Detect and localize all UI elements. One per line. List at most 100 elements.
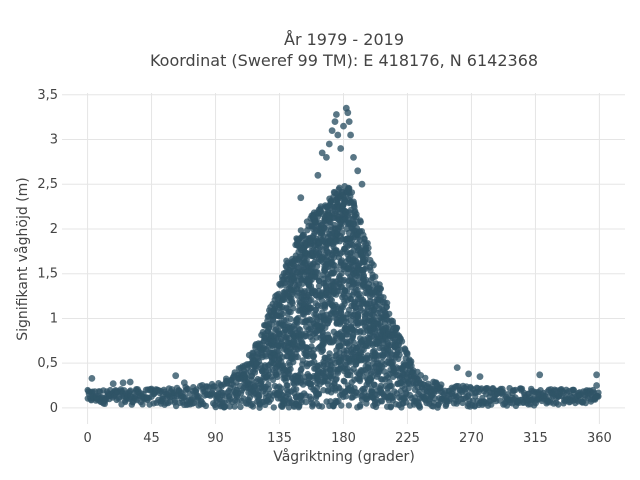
data-point <box>88 375 96 382</box>
data-point <box>269 316 277 324</box>
data-point <box>396 351 403 359</box>
data-point <box>326 315 334 322</box>
data-point <box>595 389 602 396</box>
data-point <box>294 353 301 361</box>
data-point <box>383 299 391 307</box>
y-tick-label: 2 <box>50 222 58 237</box>
data-point <box>347 131 354 139</box>
data-point <box>388 382 395 390</box>
data-point <box>340 122 347 130</box>
data-point <box>348 189 356 196</box>
data-point <box>389 317 396 325</box>
x-tick-label: 90 <box>207 431 224 446</box>
x-tick-label: 135 <box>267 431 292 446</box>
data-point <box>248 377 255 384</box>
data-point <box>389 359 397 366</box>
data-point <box>408 358 415 365</box>
x-tick-label: 315 <box>523 431 548 446</box>
data-point <box>380 294 387 301</box>
data-point <box>315 391 323 398</box>
data-point <box>279 310 286 318</box>
data-point <box>422 374 429 382</box>
data-point <box>344 109 352 117</box>
data-point <box>345 118 353 125</box>
data-point <box>354 281 361 288</box>
data-point <box>293 386 300 393</box>
data-point <box>488 401 495 408</box>
x-tick-label: 45 <box>143 431 160 446</box>
y-tick-label: 3 <box>50 133 58 148</box>
data-point <box>393 324 400 332</box>
data-point <box>126 378 134 386</box>
y-tick-labels: 0 0,5 1 1,5 2 2,5 3 3,5 <box>37 88 58 416</box>
data-point <box>404 351 411 358</box>
data-point <box>344 287 351 294</box>
data-point <box>252 366 259 373</box>
x-tick-label: 360 <box>587 431 612 446</box>
data-point <box>339 229 346 237</box>
data-point <box>231 403 238 410</box>
y-tick-label: 0,5 <box>37 356 58 371</box>
data-point <box>326 350 333 357</box>
x-tick-label: 0 <box>83 431 91 446</box>
data-point <box>369 373 376 380</box>
data-point <box>377 285 384 292</box>
data-point <box>593 371 600 379</box>
data-point <box>364 361 372 368</box>
data-point <box>303 256 310 264</box>
data-point <box>370 262 377 269</box>
x-axis-label: Vågriktning (grader) <box>273 448 415 465</box>
data-point <box>290 305 297 312</box>
data-point <box>262 353 270 360</box>
data-point <box>377 382 385 390</box>
data-point <box>172 372 180 380</box>
data-point <box>325 140 333 148</box>
data-point <box>261 334 268 341</box>
data-point <box>302 398 310 406</box>
data-point <box>202 402 210 410</box>
y-tick-label: 3,5 <box>37 88 58 103</box>
data-point <box>265 381 272 388</box>
data-point <box>372 273 379 280</box>
data-point <box>358 180 366 188</box>
chart-title-line-1: År 1979 - 2019 <box>284 30 404 49</box>
data-point <box>476 373 484 380</box>
data-point <box>338 402 345 409</box>
data-point <box>284 382 291 389</box>
data-point <box>555 401 562 408</box>
data-point <box>536 371 544 379</box>
data-point <box>240 395 247 402</box>
data-point <box>386 310 393 317</box>
data-point <box>295 314 302 322</box>
data-point <box>416 402 423 409</box>
data-point <box>398 338 406 345</box>
data-point <box>139 401 146 408</box>
data-point <box>314 269 321 276</box>
x-tick-label: 180 <box>331 431 356 446</box>
data-point <box>249 400 256 408</box>
data-point <box>109 380 117 388</box>
data-point <box>345 402 353 409</box>
data-point <box>290 358 297 366</box>
data-point <box>274 373 281 381</box>
data-point <box>119 379 127 387</box>
data-point <box>365 244 372 252</box>
data-point <box>280 296 287 304</box>
data-point <box>356 403 364 410</box>
data-point <box>438 381 445 388</box>
y-tick-label: 0 <box>50 401 58 416</box>
data-point <box>357 218 364 226</box>
chart-title-line-2: Koordinat (Sweref 99 TM): E 418176, N 61… <box>150 51 538 70</box>
y-tick-label: 1 <box>50 311 58 326</box>
y-axis-label: Signifikant våghöjd (m) <box>14 177 31 340</box>
data-point <box>334 131 342 139</box>
data-point <box>297 367 305 374</box>
data-point <box>328 127 336 134</box>
data-point <box>370 381 378 388</box>
y-tick-label: 1,5 <box>37 267 58 282</box>
data-point <box>500 389 507 396</box>
data-point <box>339 334 346 341</box>
data-point <box>270 404 277 411</box>
data-point <box>287 365 294 373</box>
data-point <box>354 167 362 175</box>
